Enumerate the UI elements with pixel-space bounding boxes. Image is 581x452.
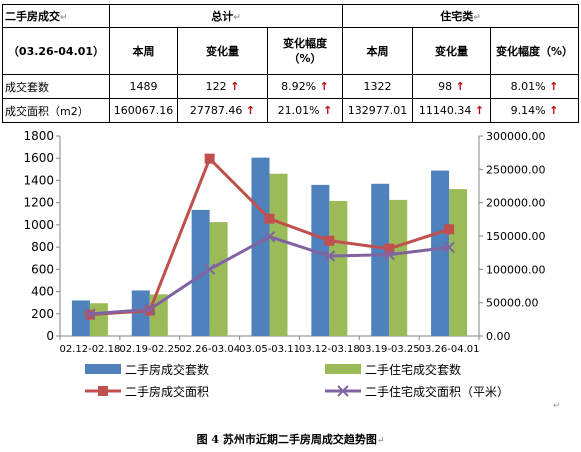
cell-res-week: 132977.01 bbox=[342, 98, 413, 123]
y-tick-label-right: 250000.00 bbox=[486, 163, 546, 176]
line-point-x bbox=[84, 308, 96, 320]
bar bbox=[191, 209, 210, 336]
x-tick-label: 02.26-03.04 bbox=[179, 344, 240, 355]
group-header-total: 总计↵ bbox=[109, 4, 343, 28]
y-tick-label-right: 300000.00 bbox=[486, 130, 546, 143]
line-point-square bbox=[444, 224, 455, 235]
up-arrow-icon: ↑ bbox=[549, 80, 559, 93]
col-header-this-week: 本周 bbox=[109, 27, 178, 75]
y-tick-label-left: 1400 bbox=[23, 173, 54, 187]
bar bbox=[329, 201, 348, 336]
cell-res-pct: 8.01% ↑ bbox=[489, 74, 580, 99]
y-tick-label-left: 0 bbox=[46, 329, 54, 343]
line-point-square bbox=[264, 213, 275, 224]
x-tick-label: 03.05-03.11 bbox=[239, 344, 300, 355]
y-tick-label-left: 1000 bbox=[23, 218, 54, 232]
x-tick-label: 02.19-02.25 bbox=[119, 344, 180, 355]
col-header-change: 变化量 bbox=[177, 27, 268, 75]
bar bbox=[389, 199, 408, 336]
cell-total-change: 122 ↑ bbox=[177, 74, 268, 99]
stats-table: 二手房成交↵ 总计↵ 住宅类↵ （03.26-04.01） 本周 变化量 变化幅… bbox=[2, 4, 580, 123]
x-tick-label: 03.19-03.25 bbox=[359, 344, 420, 355]
col-header-change-pct: 变化幅度（%） bbox=[267, 27, 343, 75]
legend-label: 二手住宅成交套数 bbox=[365, 362, 461, 377]
legend-label: 二手住宅成交面积（平米） bbox=[365, 384, 509, 399]
cell-res-pct: 9.14% ↑ bbox=[489, 98, 580, 123]
cell-total-change: 27787.46 ↑ bbox=[177, 98, 268, 123]
y-tick-label-left: 1600 bbox=[23, 151, 54, 165]
cell-total-pct: 8.92% ↑ bbox=[267, 74, 343, 99]
cell-res-change: 11140.34 ↑ bbox=[412, 98, 491, 123]
col-header-change: 变化量 bbox=[412, 27, 491, 75]
col-header-change-pct: 变化幅度（%） bbox=[489, 27, 580, 75]
y-tick-label-right: 150000.00 bbox=[486, 230, 546, 243]
bar bbox=[431, 170, 450, 336]
paragraph-mark: ↵ bbox=[473, 13, 481, 23]
col-header-this-week: 本周 bbox=[342, 27, 413, 75]
row-label: 成交套数 bbox=[2, 74, 110, 99]
cell-res-change: 98 ↑ bbox=[412, 74, 491, 99]
y-tick-label-right: 100000.00 bbox=[486, 263, 546, 276]
table-subheader-row: （03.26-04.01） 本周 变化量 变化幅度（%） 本周 变化量 变化幅度… bbox=[2, 27, 580, 75]
bar bbox=[131, 290, 150, 336]
bar bbox=[311, 184, 330, 336]
period-cell: （03.26-04.01） bbox=[2, 27, 110, 75]
up-arrow-icon: ↑ bbox=[455, 80, 465, 93]
bar bbox=[269, 173, 288, 336]
paragraph-mark: ↵ bbox=[60, 13, 68, 23]
line-point-square bbox=[324, 235, 335, 246]
paragraph-mark: ↵ bbox=[233, 13, 241, 23]
line-point-x bbox=[383, 248, 395, 261]
row-label: 成交面积（m2） bbox=[2, 98, 110, 123]
up-arrow-icon: ↑ bbox=[549, 104, 559, 117]
line-point-square bbox=[384, 243, 395, 254]
bar bbox=[251, 157, 270, 336]
y-tick-label-left: 400 bbox=[31, 285, 54, 299]
bar bbox=[371, 183, 390, 336]
trend-chart: 0 200 400 600 800 1000 1200 1400 1600 1800 0.00 500… bbox=[23, 129, 546, 399]
table-row: 成交套数 1489 122 ↑ 8.92% ↑ 1322 98 ↑ 8.01% … bbox=[2, 74, 580, 99]
table-header-row: 二手房成交↵ 总计↵ 住宅类↵ bbox=[2, 4, 580, 28]
figure-caption: 图 4 苏州市近期二手房周成交趋势图↵ bbox=[196, 433, 385, 446]
group-header-residential: 住宅类↵ bbox=[341, 4, 580, 28]
y-tick-label-right: 0.00 bbox=[486, 330, 511, 343]
y-tick-label-left: 1200 bbox=[23, 196, 54, 210]
legend-label: 二手房成交套数 bbox=[125, 362, 209, 377]
up-arrow-icon: ↑ bbox=[245, 104, 256, 117]
line-point-x bbox=[144, 303, 156, 316]
y-tick-label-left: 1800 bbox=[23, 129, 54, 143]
y-tick-label-left: 600 bbox=[31, 262, 54, 276]
y-tick-label-right: 50000.00 bbox=[486, 297, 539, 310]
x-tick-label: 03.12-03.18 bbox=[299, 344, 360, 355]
line-point-x bbox=[263, 230, 276, 243]
legend-marker bbox=[337, 385, 349, 397]
legend-label: 二手房成交面积 bbox=[125, 384, 209, 399]
line-point-x bbox=[323, 250, 336, 262]
x-tick-label: 03.26-04.01 bbox=[419, 344, 480, 355]
legend-marker bbox=[98, 386, 108, 396]
bar bbox=[449, 189, 468, 336]
cell-res-week: 1322 bbox=[342, 74, 413, 99]
y-tick-label-right: 200000.00 bbox=[486, 197, 546, 210]
paragraph-mark: ↵ bbox=[376, 436, 385, 446]
up-arrow-icon: ↑ bbox=[319, 80, 329, 93]
up-arrow-icon: ↑ bbox=[474, 104, 485, 117]
legend-swatch bbox=[325, 364, 361, 374]
table-title-cell: 二手房成交↵ bbox=[2, 4, 110, 28]
up-arrow-icon: ↑ bbox=[230, 80, 240, 93]
table-row: 成交面积（m2） 160067.16 27787.46 ↑ 21.01% ↑ 1… bbox=[2, 98, 580, 123]
cell-total-week: 160067.16 bbox=[109, 98, 178, 123]
x-tick-label: 02.12-02.18 bbox=[59, 344, 120, 355]
legend-swatch bbox=[85, 364, 121, 374]
cell-total-week: 1489 bbox=[109, 74, 178, 99]
up-arrow-icon: ↑ bbox=[323, 104, 333, 117]
paragraph-mark: ↵ bbox=[553, 401, 561, 411]
line-point-x bbox=[203, 263, 216, 276]
line-point-square bbox=[204, 153, 215, 164]
y-tick-label-left: 800 bbox=[31, 240, 54, 254]
line-point-x bbox=[443, 241, 455, 254]
cell-total-pct: 21.01% ↑ bbox=[267, 98, 343, 123]
y-tick-label-left: 200 bbox=[31, 307, 54, 321]
bar bbox=[209, 222, 228, 336]
